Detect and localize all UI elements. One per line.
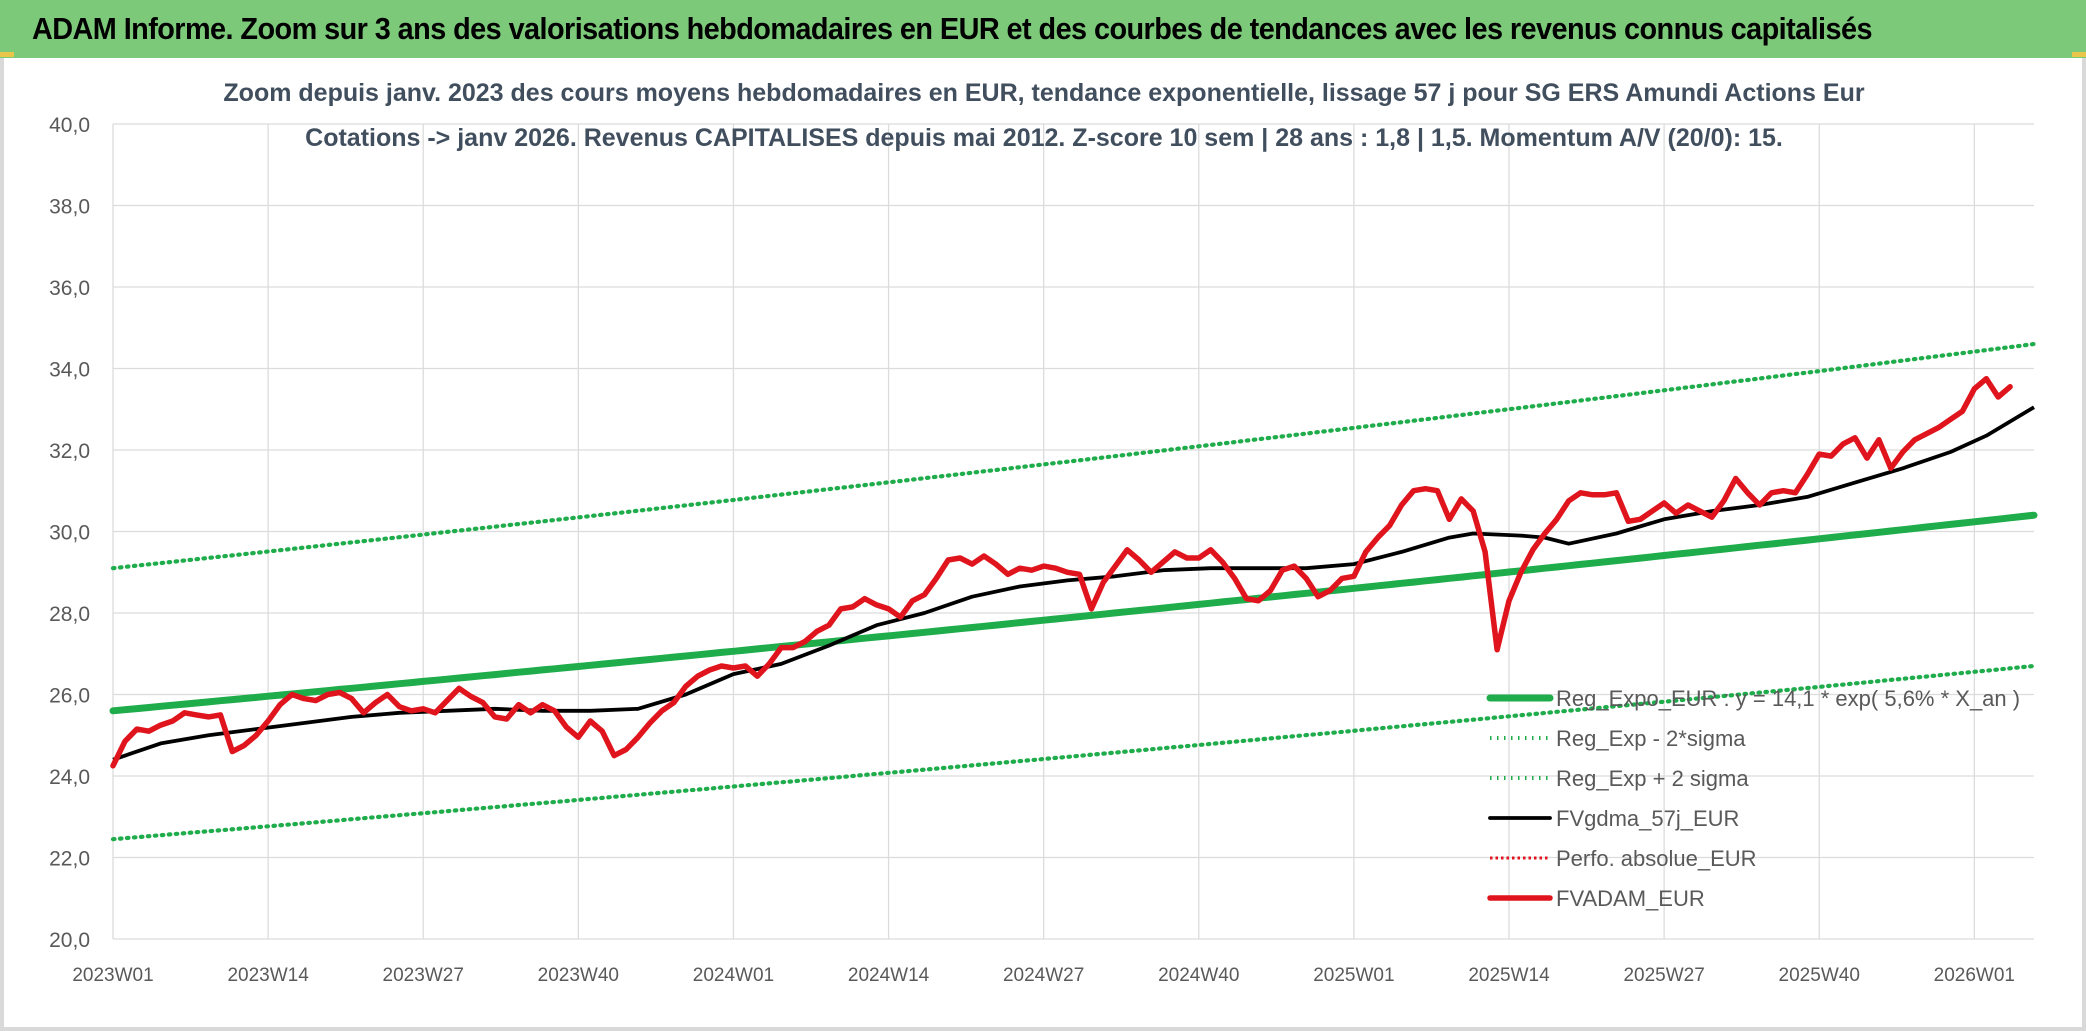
y-tick-label: 26,0 bbox=[49, 685, 90, 708]
corner-mark-top-left bbox=[0, 52, 14, 57]
series-line-reg-exp-plus-2sigma bbox=[110, 341, 2037, 571]
series-line-reg-expo-eur bbox=[109, 511, 2038, 715]
y-tick-label: 34,0 bbox=[49, 359, 90, 382]
series-lines bbox=[109, 341, 2038, 842]
x-tick-label: 2023W40 bbox=[538, 965, 619, 986]
y-tick-label: 36,0 bbox=[49, 277, 90, 300]
y-tick-label: 24,0 bbox=[49, 766, 90, 789]
x-tick-label: 2023W27 bbox=[383, 965, 464, 986]
legend: Reg_Expo_EUR : y = 14,1 * exp( 5,6% * X_… bbox=[1486, 686, 2020, 911]
chart-title-line2: Cotations -> janv 2026. Revenus CAPITALI… bbox=[305, 124, 1783, 152]
x-tick-label: 2025W40 bbox=[1779, 965, 1860, 986]
y-tick-label: 38,0 bbox=[49, 196, 90, 219]
y-tick-label: 22,0 bbox=[49, 848, 90, 871]
x-tick-label: 2024W14 bbox=[848, 965, 930, 986]
x-tick-label: 2025W01 bbox=[1313, 965, 1394, 986]
x-tick-label: 2024W01 bbox=[693, 965, 774, 986]
x-tick-label: 2023W01 bbox=[72, 965, 153, 986]
series-line-reg-exp-minus-2sigma bbox=[110, 663, 2037, 842]
y-tick-label: 32,0 bbox=[49, 440, 90, 463]
x-axis-ticks: 2023W01 2023W14 2023W27 2023W40 2024W01 2024W… bbox=[72, 965, 2015, 986]
report-title: ADAM Informe. Zoom sur 3 ans des valoris… bbox=[32, 11, 1872, 46]
legend-reg-exp-minus-label: Reg_Exp - 2*sigma bbox=[1556, 726, 1746, 751]
line-chart: 20,0 22,0 24,0 26,0 28,0 30,0 32,0 34,0 36,0 38,0… bbox=[49, 79, 2038, 986]
x-tick-label: 2025W27 bbox=[1623, 965, 1704, 986]
legend-perfo-absolue-label: Perfo. absolue_EUR bbox=[1556, 846, 1757, 871]
series-line-fvgdma-57j bbox=[112, 405, 2035, 762]
y-tick-label: 30,0 bbox=[49, 522, 90, 545]
chart-frame: 20,0 22,0 24,0 26,0 28,0 30,0 32,0 34,0 36,0 38,0… bbox=[0, 58, 2086, 1031]
x-tick-label: 2023W14 bbox=[227, 965, 309, 986]
x-tick-label: 2025W14 bbox=[1468, 965, 1550, 986]
y-tick-label: 28,0 bbox=[49, 603, 90, 626]
y-tick-label: 20,0 bbox=[49, 929, 90, 952]
chart-title-line1: Zoom depuis janv. 2023 des cours moyens … bbox=[223, 79, 1864, 107]
y-axis-ticks: 20,0 22,0 24,0 26,0 28,0 30,0 32,0 34,0 36,0 38,0… bbox=[49, 114, 90, 952]
legend-fvgdma-label: FVgdma_57j_EUR bbox=[1556, 806, 1739, 831]
legend-reg-expo-label: Reg_Expo_EUR : y = 14,1 * exp( 5,6% * X_… bbox=[1556, 686, 2020, 711]
x-tick-label: 2024W27 bbox=[1003, 965, 1084, 986]
x-tick-label: 2026W01 bbox=[1934, 965, 2015, 986]
y-tick-label: 40,0 bbox=[49, 114, 90, 137]
legend-fvadam-label: FVADAM_EUR bbox=[1556, 886, 1705, 911]
corner-mark-top-right bbox=[2072, 52, 2086, 57]
legend-reg-exp-plus-label: Reg_Exp + 2 sigma bbox=[1556, 766, 1749, 791]
series-line-fvadam-eur bbox=[110, 375, 2013, 769]
report-header: ADAM Informe. Zoom sur 3 ans des valoris… bbox=[0, 0, 2086, 58]
x-tick-label: 2024W40 bbox=[1158, 965, 1239, 986]
